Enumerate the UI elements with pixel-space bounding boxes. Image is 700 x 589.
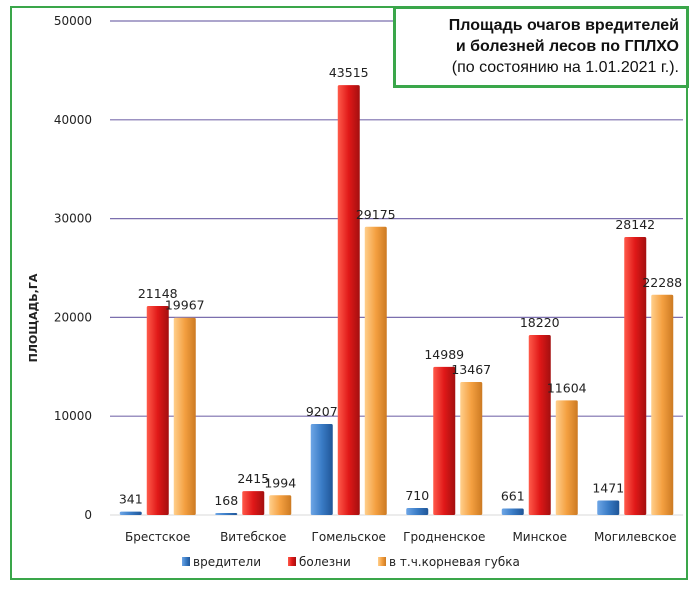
value-label: 341 (119, 492, 143, 507)
legend-entry: болезни (299, 555, 351, 569)
value-label: 29175 (356, 207, 396, 222)
bar-вредители-5 (597, 500, 620, 515)
bar-в-т.ч.корневая-губка-4 (555, 400, 578, 515)
y-tick-label: 10000 (54, 409, 92, 423)
value-label: 19967 (165, 298, 205, 313)
chart-title-line-2: и болезней лесов по ГПЛХО (455, 38, 679, 55)
bars (119, 85, 674, 516)
y-tick-label: 0 (84, 508, 92, 522)
category-label: Могилевское (594, 530, 677, 544)
bar-в-т.ч.корневая-губка-3 (460, 381, 483, 515)
bar-болезни-5 (624, 236, 647, 516)
bar-в-т.ч.корневая-губка-1 (269, 495, 292, 515)
bar-болезни-4 (528, 334, 551, 515)
value-label: 661 (501, 488, 525, 503)
bar-вредители-2 (310, 424, 333, 515)
bar-болезни-0 (146, 306, 169, 515)
legend-entry: в т.ч.корневая губка (389, 555, 520, 569)
legend-swatch-2 (378, 557, 386, 566)
value-label: 168 (214, 493, 238, 508)
legend: вредители болезни в т.ч.корневая губка (182, 555, 520, 569)
value-label: 1471 (592, 480, 624, 495)
legend-swatch-0 (182, 557, 190, 566)
legend-entry: вредители (193, 555, 261, 569)
y-axis-ticks: 0 10000 20000 30000 40000 50000 (54, 14, 92, 522)
value-label: 13467 (451, 362, 491, 377)
bar-болезни-2 (337, 85, 360, 515)
y-tick-label: 50000 (54, 14, 92, 28)
y-tick-label: 20000 (54, 310, 92, 324)
bar-в-т.ч.корневая-губка-2 (364, 226, 387, 515)
value-label: 22288 (642, 275, 682, 290)
value-label: 43515 (329, 65, 369, 80)
category-labels: Брестское Витебское Гомельское Гродненское М… (125, 530, 676, 544)
value-label: 1994 (264, 475, 296, 490)
y-tick-label: 40000 (54, 113, 92, 127)
bar-болезни-3 (433, 366, 456, 515)
value-label: 18220 (520, 315, 560, 330)
category-label: Гомельское (312, 530, 386, 544)
category-label: Брестское (125, 530, 190, 544)
category-label: Гродненское (403, 530, 485, 544)
value-label: 21148 (138, 286, 178, 301)
value-label: 9207 (306, 404, 338, 419)
bar-в-т.ч.корневая-губка-5 (651, 294, 674, 515)
y-tick-label: 30000 (54, 212, 92, 226)
category-label: Витебское (220, 530, 286, 544)
value-label: 710 (405, 488, 429, 503)
legend-swatch-1 (288, 557, 296, 566)
value-label: 14989 (424, 347, 464, 362)
category-label: Минское (512, 530, 567, 544)
value-label: 2415 (237, 471, 269, 486)
bar-в-т.ч.корневая-губка-0 (173, 317, 196, 515)
chart-subtitle: (по состоянию на 1.01.2021 г.). (451, 59, 679, 76)
value-label: 28142 (615, 217, 655, 232)
chart-title-line-1: Площадь очагов вредителей (448, 17, 679, 34)
bar-вредители-4 (501, 508, 524, 515)
bar-вредители-1 (215, 513, 238, 515)
y-axis-label: ПЛОЩАДЬ,ГА (27, 273, 40, 362)
bar-вредители-0 (119, 511, 142, 515)
value-label: 11604 (547, 380, 587, 395)
bar-болезни-1 (242, 491, 265, 515)
chart-title-box: Площадь очагов вредителей и болезней лес… (393, 6, 689, 88)
bar-вредители-3 (406, 507, 429, 515)
gridlines (110, 20, 683, 516)
